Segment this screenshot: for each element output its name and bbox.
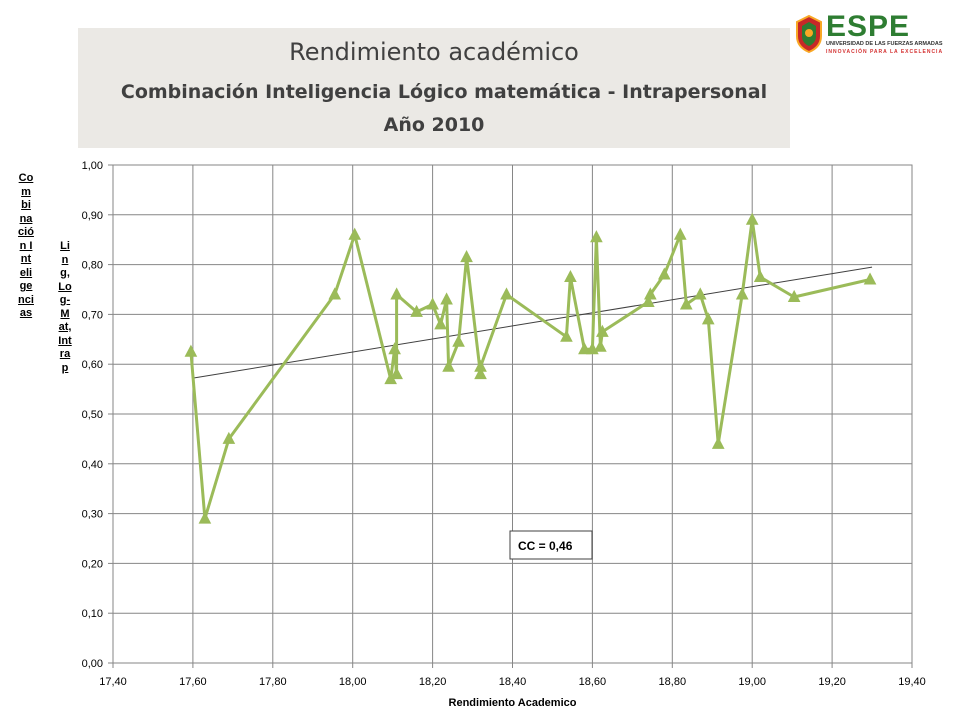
data-point-marker xyxy=(460,250,473,263)
x-tick-label: 18,60 xyxy=(579,676,607,688)
logo-wordmark: ESPE xyxy=(826,10,911,43)
data-point-marker xyxy=(578,342,591,355)
y-tick-label: 0,60 xyxy=(82,359,103,371)
data-point-marker xyxy=(657,267,671,280)
axis-layer: 0,00 0,10 0,20 0,30 0,40 0,50 0,60 0,70 0,80 0,90… xyxy=(82,160,926,709)
data-point-marker xyxy=(452,334,465,347)
data-point-marker xyxy=(693,287,707,300)
x-tick-label: 17,80 xyxy=(259,676,287,688)
espe-logo: ESPE UNIVERSIDAD DE LAS FUERZAS ARMADAS … xyxy=(792,10,944,58)
data-point-marker xyxy=(198,511,212,524)
title-banner: Rendimiento académico Combinación Inteli… xyxy=(78,28,790,148)
y-tick-label: 1,00 xyxy=(82,160,103,172)
series-layer xyxy=(184,212,877,524)
data-point-marker xyxy=(560,329,573,342)
data-point-marker xyxy=(735,287,749,300)
logo-university-name: UNIVERSIDAD DE LAS FUERZAS ARMADAS xyxy=(826,41,943,47)
data-point-marker xyxy=(348,227,362,240)
x-tick-label: 17,60 xyxy=(179,676,207,688)
data-point-marker xyxy=(184,344,198,357)
data-point-marker xyxy=(673,227,687,240)
cc-annotation-box xyxy=(509,530,593,560)
data-point-marker xyxy=(388,342,401,355)
data-point-marker xyxy=(390,287,403,300)
trendline-layer xyxy=(192,266,873,379)
data-point-marker xyxy=(328,287,342,300)
inner-y-axis-label: Ling,Log-Mat,Intrap xyxy=(58,240,72,374)
x-tick-label: 17,40 xyxy=(99,676,127,688)
data-point-marker xyxy=(500,287,513,300)
data-point-marker xyxy=(594,339,607,352)
y-tick-label: 0,80 xyxy=(82,260,103,272)
data-point-marker xyxy=(642,294,655,307)
cc-annotation-label: CC = 0,46 xyxy=(518,539,573,553)
y-tick-label: 0,30 xyxy=(82,509,103,521)
crest-icon xyxy=(796,14,822,54)
data-point-marker xyxy=(596,324,609,337)
data-point-marker xyxy=(679,297,693,310)
data-point-marker xyxy=(564,269,577,283)
x-tick-label: 18,80 xyxy=(659,676,687,688)
data-point-marker xyxy=(787,289,801,302)
data-point-marker xyxy=(753,269,767,283)
x-tick-label: 19,00 xyxy=(738,676,766,688)
x-tick-label: 18,00 xyxy=(339,676,367,688)
page-title: Rendimiento académico xyxy=(289,38,579,66)
data-point-marker xyxy=(644,287,657,300)
data-point-marker xyxy=(711,436,725,449)
data-point-marker xyxy=(442,359,455,372)
data-point-marker xyxy=(440,292,453,305)
y-tick-label: 0,10 xyxy=(82,608,103,620)
data-point-marker xyxy=(434,317,447,330)
x-axis-title: Rendimiento Academico xyxy=(449,697,577,709)
y-tick-label: 0,90 xyxy=(82,210,103,222)
data-point-marker xyxy=(590,230,603,243)
page-subtitle: Combinación Inteligencia Lógico matemáti… xyxy=(120,81,768,103)
data-point-marker xyxy=(410,304,423,317)
y-tick-label: 0,40 xyxy=(82,459,103,471)
data-point-marker xyxy=(863,272,877,285)
data-point-marker xyxy=(222,431,236,444)
outer-y-axis-label: Combinación Inteligencias xyxy=(18,172,34,319)
x-tick-label: 18,40 xyxy=(499,676,527,688)
data-point-marker xyxy=(426,297,439,310)
data-point-marker xyxy=(745,212,759,225)
x-tick-label: 19,40 xyxy=(898,676,926,688)
y-tick-label: 0,50 xyxy=(82,409,103,421)
data-point-marker xyxy=(701,312,715,325)
data-point-marker xyxy=(390,367,403,380)
logo-motto: INNOVACIÓN PARA LA EXCELENCIA xyxy=(826,49,944,55)
page-year: Año 2010 xyxy=(383,114,485,136)
trendline xyxy=(192,266,873,379)
y-tick-label: 0,00 xyxy=(82,658,103,670)
data-point-marker xyxy=(474,359,487,372)
grid-layer xyxy=(112,164,913,664)
data-point-marker xyxy=(474,367,487,380)
y-tick-label: 0,70 xyxy=(82,309,103,321)
annotation-layer: CC = 0,46 xyxy=(509,530,593,560)
x-tick-label: 19,20 xyxy=(818,676,846,688)
y-tick-label: 0,20 xyxy=(82,558,103,570)
x-tick-label: 18,20 xyxy=(419,676,447,688)
